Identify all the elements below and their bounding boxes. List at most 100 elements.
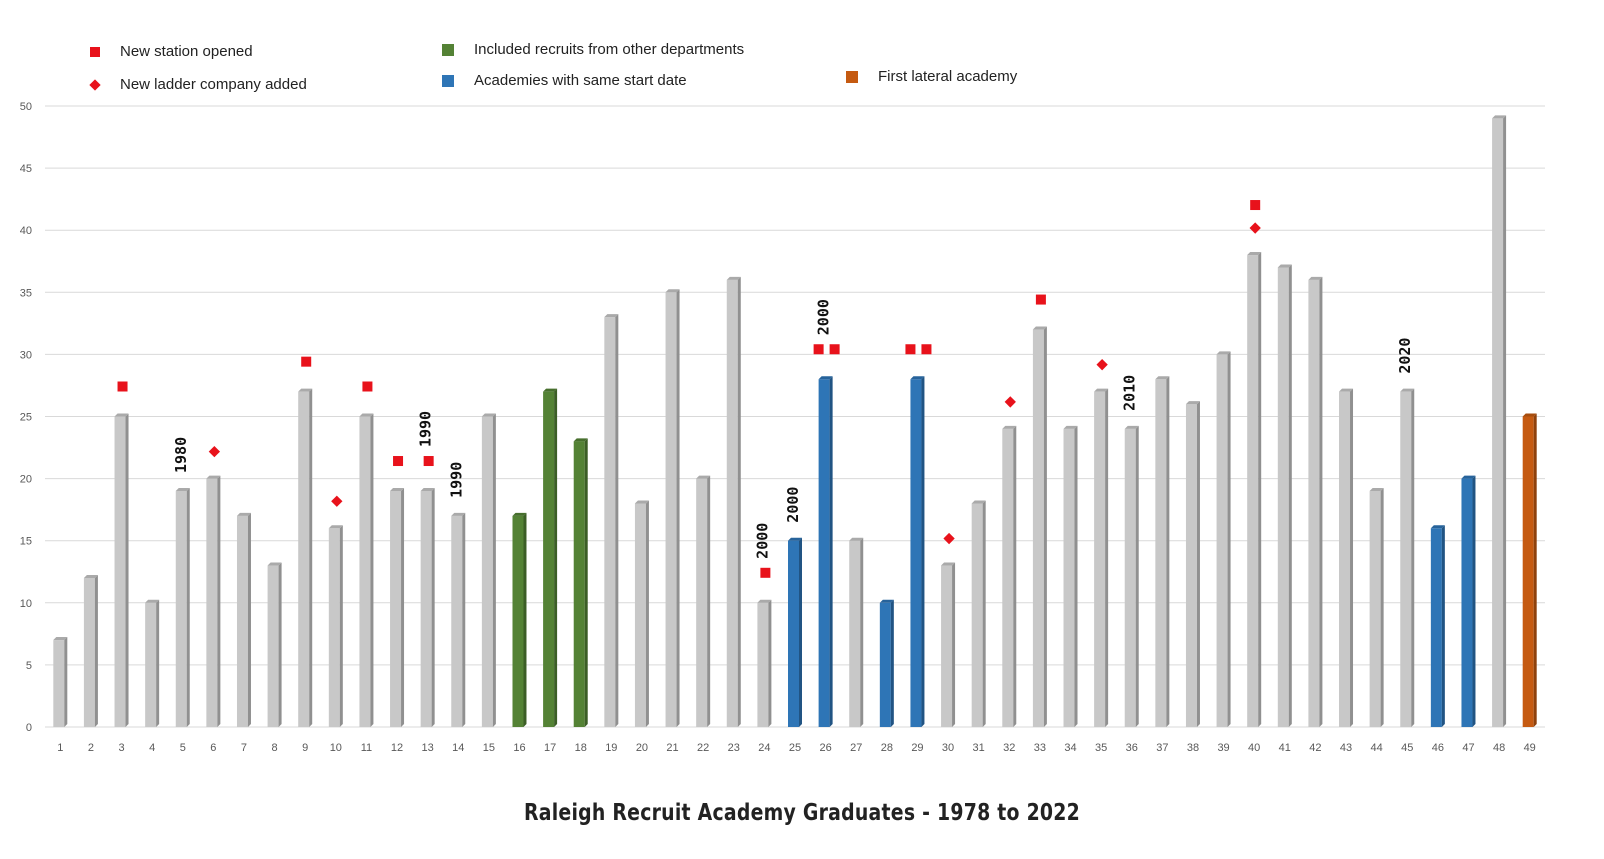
red-square-icon xyxy=(90,47,100,58)
bar xyxy=(879,599,894,727)
year-annotation: 1990 xyxy=(447,462,465,498)
bar xyxy=(145,599,160,727)
bar-front xyxy=(573,441,585,727)
bar xyxy=(1522,413,1537,727)
bar-top xyxy=(1430,525,1445,529)
bar-top xyxy=(1461,475,1476,479)
bar xyxy=(788,537,802,727)
legend-station-opened: New station opened xyxy=(90,43,253,60)
x-tick-label: 43 xyxy=(1340,742,1352,754)
bar-side xyxy=(156,599,160,727)
bar-front xyxy=(788,540,799,727)
bar-top xyxy=(1369,488,1384,492)
year-annotation: 2020 xyxy=(1396,338,1414,374)
x-tick-label: 29 xyxy=(911,742,923,754)
x-tick-label: 32 xyxy=(1003,742,1015,754)
station-marker xyxy=(813,344,824,355)
bar-front xyxy=(879,602,891,727)
bar-front xyxy=(1400,391,1412,727)
x-tick-label: 26 xyxy=(819,742,831,754)
year-annotation: 2000 xyxy=(753,523,771,559)
bar-front xyxy=(328,528,340,727)
bar xyxy=(1339,388,1354,727)
year-annotations: 1980 1990 1990 2000 2000 2000 2010 2020 xyxy=(172,299,1414,559)
bar-front xyxy=(1185,404,1197,727)
bar-top xyxy=(420,488,435,492)
legend-first-lateral-label: First lateral academy xyxy=(878,68,1018,85)
x-tick-label: 9 xyxy=(302,742,308,754)
bar xyxy=(298,388,313,727)
bar-side xyxy=(462,512,466,727)
legend-ladder-added: New ladder company added xyxy=(89,76,307,93)
x-tick-label: 19 xyxy=(605,742,617,754)
bar-top xyxy=(1185,401,1200,405)
bar xyxy=(1400,388,1415,727)
bar-top xyxy=(1002,425,1017,429)
bar-front xyxy=(1032,329,1044,727)
x-tick-label: 11 xyxy=(361,742,372,754)
bar-side xyxy=(737,276,741,727)
bar-side xyxy=(921,376,925,727)
bar xyxy=(1155,376,1170,727)
bar-top xyxy=(451,512,466,516)
bar-side xyxy=(952,562,956,727)
bar xyxy=(236,512,251,727)
bar xyxy=(910,376,925,727)
bar xyxy=(1185,401,1200,727)
bar-top xyxy=(1032,326,1047,330)
bar-side xyxy=(401,488,405,727)
x-tick-label: 48 xyxy=(1493,742,1505,754)
bar-front xyxy=(543,391,555,727)
year-annotation: 1980 xyxy=(172,437,190,473)
x-tick-label: 20 xyxy=(636,742,648,754)
bar-front xyxy=(390,491,402,727)
ladder-marker xyxy=(1249,222,1261,234)
bar-front xyxy=(83,577,95,727)
bar-side xyxy=(1533,413,1537,727)
bar-front xyxy=(634,503,646,727)
bar xyxy=(1216,351,1231,727)
chart-grid xyxy=(45,105,1545,728)
bar-side xyxy=(1013,425,1017,727)
bar-front xyxy=(512,515,524,727)
bar xyxy=(604,314,619,727)
bar xyxy=(573,438,588,727)
bar xyxy=(726,276,741,727)
bar-top xyxy=(236,512,251,516)
bar-side xyxy=(645,500,649,727)
bar-top xyxy=(1400,388,1415,392)
x-tick-label: 6 xyxy=(210,742,216,754)
bar-top xyxy=(941,562,956,566)
bar xyxy=(971,500,986,727)
station-marker xyxy=(117,381,128,392)
x-tick-label: 1 xyxy=(57,742,63,754)
x-tick-label: 10 xyxy=(330,742,342,754)
bar-front xyxy=(849,540,861,727)
bar-front xyxy=(1216,354,1228,727)
bar xyxy=(83,574,98,727)
bar xyxy=(512,512,527,727)
x-tick-label: 40 xyxy=(1248,742,1260,754)
bar-front xyxy=(726,279,738,727)
bar-side xyxy=(1411,388,1415,727)
bar-front xyxy=(1002,428,1014,727)
bar-side xyxy=(1380,488,1384,727)
bar-front xyxy=(1155,379,1167,727)
bar-top xyxy=(696,475,711,479)
x-axis-ticks: 1 2 3 4 5 6 7 8 9 10 11 12 13 14 15 16 17 18 19 20 21 22 23 24 2… xyxy=(57,742,1536,754)
bar-top xyxy=(1308,276,1323,280)
bar-top xyxy=(114,413,129,417)
x-tick-label: 47 xyxy=(1462,742,1474,754)
station-marker xyxy=(393,456,404,467)
bar-side xyxy=(584,438,588,727)
ladder-marker xyxy=(1096,359,1108,371)
bar xyxy=(328,525,343,727)
station-marker xyxy=(760,567,771,578)
bar-side xyxy=(1472,475,1476,727)
bar-top xyxy=(206,475,221,479)
bar-top xyxy=(1124,425,1139,429)
bar-top xyxy=(328,525,343,529)
bar xyxy=(481,413,496,727)
x-tick-label: 41 xyxy=(1279,742,1291,754)
bar-top xyxy=(359,413,374,417)
